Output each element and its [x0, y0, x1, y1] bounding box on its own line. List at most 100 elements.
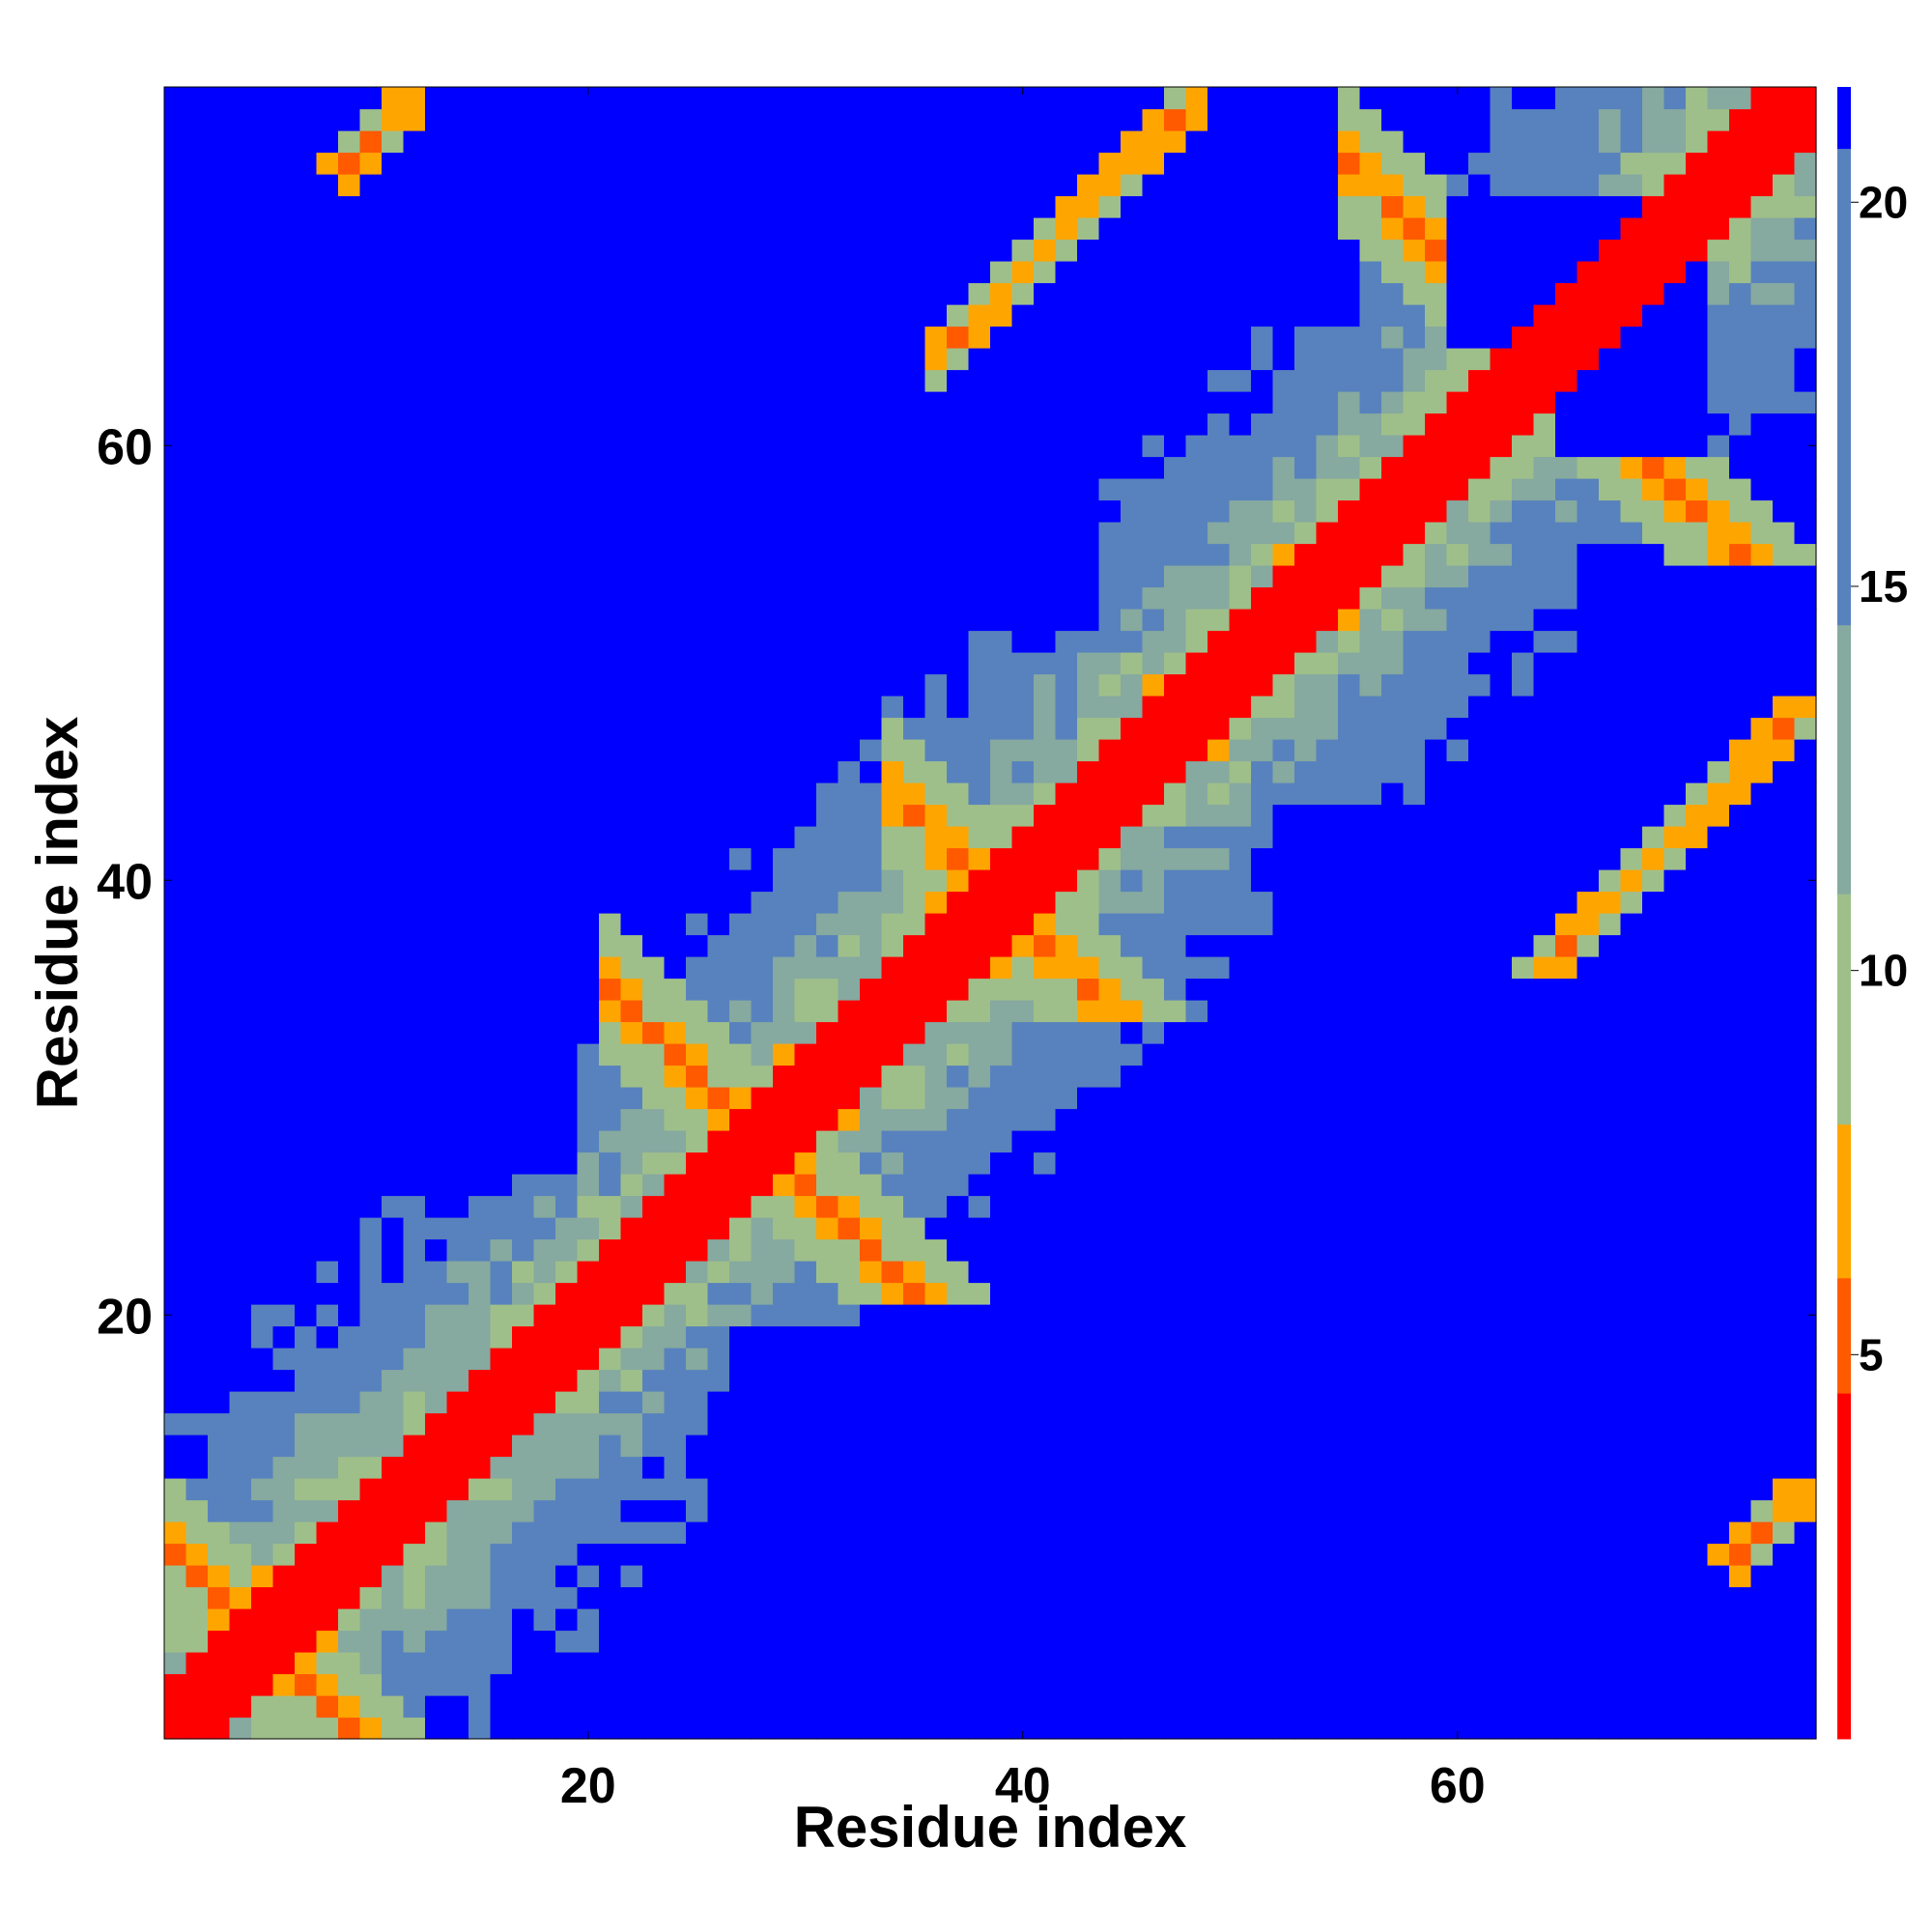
- heatmap-cell: [990, 1087, 1013, 1110]
- heatmap-cell: [446, 1151, 469, 1175]
- heatmap-cell: [1229, 696, 1252, 719]
- heatmap-cell: [968, 1065, 991, 1088]
- heatmap-cell: [664, 456, 687, 479]
- heatmap-cell: [1272, 499, 1295, 523]
- heatmap-cell: [533, 1586, 556, 1609]
- heatmap-cell: [577, 217, 600, 241]
- heatmap-cell: [729, 522, 753, 545]
- heatmap-cell: [1185, 1043, 1208, 1066]
- heatmap-cell: [707, 739, 730, 762]
- heatmap-cell: [642, 1391, 666, 1414]
- heatmap-cell: [686, 543, 709, 566]
- heatmap-cell: [208, 609, 231, 632]
- heatmap-cell: [1185, 499, 1208, 523]
- heatmap-cell: [773, 108, 796, 131]
- heatmap-cell: [1425, 1282, 1448, 1305]
- heatmap-cell: [512, 1304, 535, 1327]
- heatmap-cell: [1555, 239, 1578, 262]
- heatmap-cell: [1055, 1369, 1078, 1392]
- heatmap-cell: [1077, 673, 1100, 696]
- heatmap-cell: [1577, 1565, 1600, 1588]
- heatmap-cell: [1208, 1456, 1231, 1479]
- heatmap-cell: [990, 1412, 1013, 1435]
- heatmap-cell: [469, 1695, 492, 1719]
- heatmap-cell: [1316, 130, 1339, 154]
- heatmap-cell: [1034, 1043, 1057, 1066]
- heatmap-cell: [599, 195, 622, 218]
- heatmap-cell: [359, 435, 383, 458]
- heatmap-cell: [1272, 369, 1295, 392]
- heatmap-cell: [425, 760, 448, 783]
- heatmap-cell: [1403, 1652, 1426, 1675]
- heatmap-cell: [794, 217, 817, 241]
- heatmap-cell: [1077, 1652, 1100, 1675]
- heatmap-cell: [1577, 1282, 1600, 1305]
- heatmap-cell: [446, 1717, 469, 1740]
- heatmap-cell: [251, 760, 274, 783]
- heatmap-cell: [838, 282, 861, 305]
- heatmap-cell: [903, 826, 926, 849]
- heatmap-cell: [1359, 869, 1382, 893]
- heatmap-cell: [1446, 152, 1469, 175]
- heatmap-cell: [1446, 1261, 1469, 1284]
- heatmap-cell: [1381, 282, 1405, 305]
- heatmap-cell: [512, 1195, 535, 1218]
- heatmap-cell: [338, 782, 361, 806]
- heatmap-cell: [1098, 499, 1122, 523]
- heatmap-cell: [555, 1195, 579, 1218]
- heatmap-cell: [1121, 108, 1144, 131]
- heatmap-cell: [164, 261, 187, 284]
- heatmap-cell: [642, 348, 666, 371]
- heatmap-cell: [686, 478, 709, 501]
- heatmap-cell: [1403, 261, 1426, 284]
- heatmap-cell: [1077, 696, 1100, 719]
- heatmap-cell: [1121, 1369, 1144, 1392]
- heatmap-cell: [1533, 435, 1556, 458]
- heatmap-cell: [577, 586, 600, 610]
- heatmap-cell: [620, 1282, 643, 1305]
- heatmap-cell: [164, 847, 187, 870]
- heatmap-cell: [382, 1652, 405, 1675]
- heatmap-cell: [316, 261, 339, 284]
- heatmap-cell: [469, 565, 492, 588]
- heatmap-cell: [642, 869, 666, 893]
- heatmap-cell: [512, 1238, 535, 1262]
- heatmap-cell: [1512, 87, 1535, 110]
- heatmap-cell: [1359, 1412, 1382, 1435]
- heatmap-cell: [229, 195, 252, 218]
- heatmap-cell: [1011, 652, 1035, 675]
- heatmap-cell: [838, 499, 861, 523]
- heatmap-cell: [924, 978, 948, 1001]
- heatmap-cell: [1555, 1304, 1578, 1327]
- heatmap-cell: [164, 1369, 187, 1392]
- heatmap-cell: [1381, 586, 1405, 610]
- heatmap-cell: [838, 456, 861, 479]
- heatmap-cell: [729, 1108, 753, 1131]
- heatmap-cell: [1164, 543, 1187, 566]
- heatmap-cell: [1011, 696, 1035, 719]
- heatmap-cell: [208, 1282, 231, 1305]
- heatmap-cell: [1468, 1369, 1492, 1392]
- heatmap-cell: [707, 1304, 730, 1327]
- heatmap-cell: [229, 869, 252, 893]
- heatmap-cell: [1229, 1717, 1252, 1740]
- heatmap-cell: [512, 1348, 535, 1371]
- heatmap-cell: [794, 739, 817, 762]
- heatmap-cell: [1316, 1238, 1339, 1262]
- heatmap-cell: [599, 1652, 622, 1675]
- heatmap-cell: [425, 239, 448, 262]
- heatmap-cell: [1229, 1282, 1252, 1305]
- heatmap-cell: [490, 1695, 513, 1719]
- heatmap-cell: [382, 1174, 405, 1197]
- heatmap-cell: [1121, 435, 1144, 458]
- heatmap-cell: [1468, 174, 1492, 197]
- heatmap-cell: [794, 891, 817, 914]
- heatmap-cell: [164, 1412, 187, 1435]
- heatmap-cell: [490, 673, 513, 696]
- heatmap-cell: [1512, 152, 1535, 175]
- heatmap-cell: [816, 1304, 839, 1327]
- heatmap-cell: [1272, 152, 1295, 175]
- heatmap-cell: [1316, 369, 1339, 392]
- heatmap-cell: [751, 217, 774, 241]
- heatmap-cell: [924, 1695, 948, 1719]
